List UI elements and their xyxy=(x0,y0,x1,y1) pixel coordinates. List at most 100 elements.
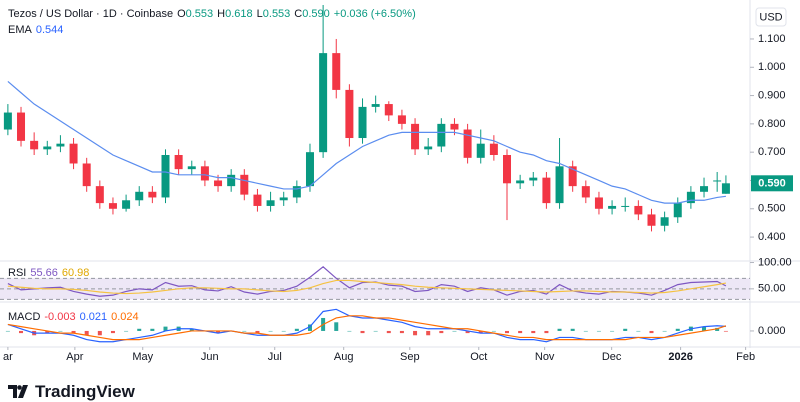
brand-logo xyxy=(8,385,28,398)
histogram-bar xyxy=(5,330,10,332)
histogram-bar xyxy=(478,330,483,334)
candle-body xyxy=(56,143,65,147)
histogram-bar xyxy=(294,328,299,331)
histogram-bar xyxy=(58,330,63,332)
ohlc-item: H0.618 xyxy=(217,8,252,20)
histogram-bar xyxy=(439,330,444,334)
candle-body xyxy=(424,146,433,150)
candle-body xyxy=(161,155,170,198)
candle-body xyxy=(608,205,617,209)
x-tick-label: Apr xyxy=(66,351,83,363)
histogram-bar xyxy=(413,330,418,336)
y-tick-label: 0.800 xyxy=(758,118,786,130)
ema-value: 0.544 xyxy=(35,24,64,36)
histogram-bar xyxy=(505,330,510,334)
ohlc: O0.553 H0.618 L0.553 C0.590 xyxy=(177,8,330,20)
y-tick-label: 1.000 xyxy=(758,61,786,73)
candle-body xyxy=(214,180,223,187)
candle-body xyxy=(227,174,236,187)
histogram-bar xyxy=(723,330,728,332)
x-tick-label: ar xyxy=(3,351,13,363)
histogram-bar xyxy=(242,330,247,332)
brand: TradingView xyxy=(8,382,135,402)
change: +0.036 (+6.50%) xyxy=(333,8,416,20)
histogram-bar xyxy=(124,330,129,332)
ohlc-item: L0.553 xyxy=(257,8,291,20)
candle-body xyxy=(555,166,564,204)
x-tick-label: Jul xyxy=(268,351,282,363)
macd-hist-value: -0.003 xyxy=(44,311,76,323)
indicator-line xyxy=(7,80,726,204)
candle-body xyxy=(621,205,630,207)
candle-body xyxy=(700,186,709,192)
x-tick-label: Jun xyxy=(201,351,219,363)
candle-body xyxy=(660,217,669,226)
ema-legend: EMA 0.544 xyxy=(8,24,63,36)
candle-body xyxy=(319,53,328,153)
histogram-bar xyxy=(636,330,641,332)
histogram-bar xyxy=(216,330,221,334)
candle-body xyxy=(266,200,275,206)
histogram-bar xyxy=(531,330,536,334)
rsi-ma-value: 60.98 xyxy=(61,267,90,279)
histogram-bar xyxy=(570,328,575,331)
y-tick-label: 0.500 xyxy=(758,203,786,215)
histogram-bar xyxy=(544,330,549,334)
currency: USD xyxy=(759,11,782,23)
candle-body xyxy=(279,197,288,201)
x-tick-label: Nov xyxy=(535,351,555,363)
candle-body xyxy=(516,180,525,184)
histogram-bar xyxy=(715,327,720,331)
symbol-title: Tezos / US Dollar · 1D · Coinbase xyxy=(8,8,174,20)
histogram-bar xyxy=(97,330,102,336)
candle-body xyxy=(174,155,183,170)
candle-body xyxy=(594,197,603,209)
rsi-legend: RSI 55.66 60.98 xyxy=(8,267,89,279)
histogram-bar xyxy=(557,328,562,331)
histogram-bar xyxy=(110,330,115,334)
x-tick-label: 2026 xyxy=(668,351,692,363)
rsi-title: RSI xyxy=(8,267,27,279)
x-tick-label: Aug xyxy=(334,351,354,363)
ohlc-value: 0.553 xyxy=(185,8,214,20)
ohlc-item: O0.553 xyxy=(177,8,213,20)
histogram-bar xyxy=(84,330,89,336)
histogram-bar xyxy=(702,326,707,331)
y-tick-label: 100.00 xyxy=(758,256,792,268)
indicator-line xyxy=(7,279,727,295)
currency-box[interactable] xyxy=(755,7,787,27)
histogram-bar xyxy=(360,330,365,334)
ohlc-value: 0.590 xyxy=(302,8,330,20)
candle-body xyxy=(240,174,249,195)
candle-body xyxy=(305,152,314,187)
histogram-bar xyxy=(675,328,680,331)
ohlc-name: L xyxy=(256,8,263,20)
candle-body xyxy=(673,203,682,218)
candle-body xyxy=(148,191,157,198)
macd-value: 0.021 xyxy=(79,311,108,323)
histogram-bar xyxy=(255,330,260,334)
histogram-bar xyxy=(491,330,496,332)
ohlc-name: O xyxy=(177,8,186,20)
histogram-bar xyxy=(307,324,312,331)
histogram-bar xyxy=(452,330,457,332)
ohlc-value: 0.553 xyxy=(262,8,291,20)
last-price-label: 0.590 xyxy=(758,178,786,190)
candle-body xyxy=(721,183,730,194)
histogram-bar xyxy=(150,328,155,331)
candle-body xyxy=(345,89,354,139)
ohlc-name: H xyxy=(217,8,226,20)
candle-body xyxy=(634,205,643,215)
last-price-badge xyxy=(751,175,793,192)
candle-body xyxy=(542,177,551,204)
histogram-bar xyxy=(45,330,50,334)
candle-body xyxy=(503,155,512,184)
histogram-bar xyxy=(163,326,168,331)
candle-body xyxy=(30,140,39,150)
histogram-bar xyxy=(623,328,628,331)
histogram-bar xyxy=(281,330,286,332)
histogram-bar xyxy=(610,330,615,332)
histogram-bar xyxy=(649,330,654,334)
y-tick-label: 1.100 xyxy=(758,33,786,45)
indicator-line xyxy=(7,315,727,341)
